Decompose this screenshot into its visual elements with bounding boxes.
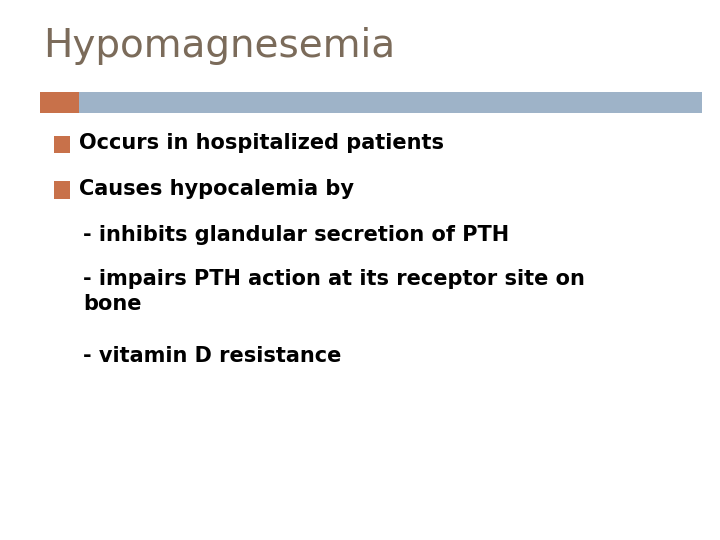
Bar (40, 92, 79, 113)
Bar (79, 92, 702, 113)
Text: - inhibits glandular secretion of PTH: - inhibits glandular secretion of PTH (83, 225, 509, 245)
Text: - impairs PTH action at its receptor site on
bone: - impairs PTH action at its receptor sit… (83, 269, 585, 314)
Text: - vitamin D resistance: - vitamin D resistance (83, 346, 341, 367)
Bar (54, 181, 70, 199)
Bar (54, 136, 70, 153)
Text: Causes hypocalemia by: Causes hypocalemia by (79, 179, 354, 199)
Text: Occurs in hospitalized patients: Occurs in hospitalized patients (79, 133, 444, 153)
Text: Hypomagnesemia: Hypomagnesemia (43, 27, 395, 65)
